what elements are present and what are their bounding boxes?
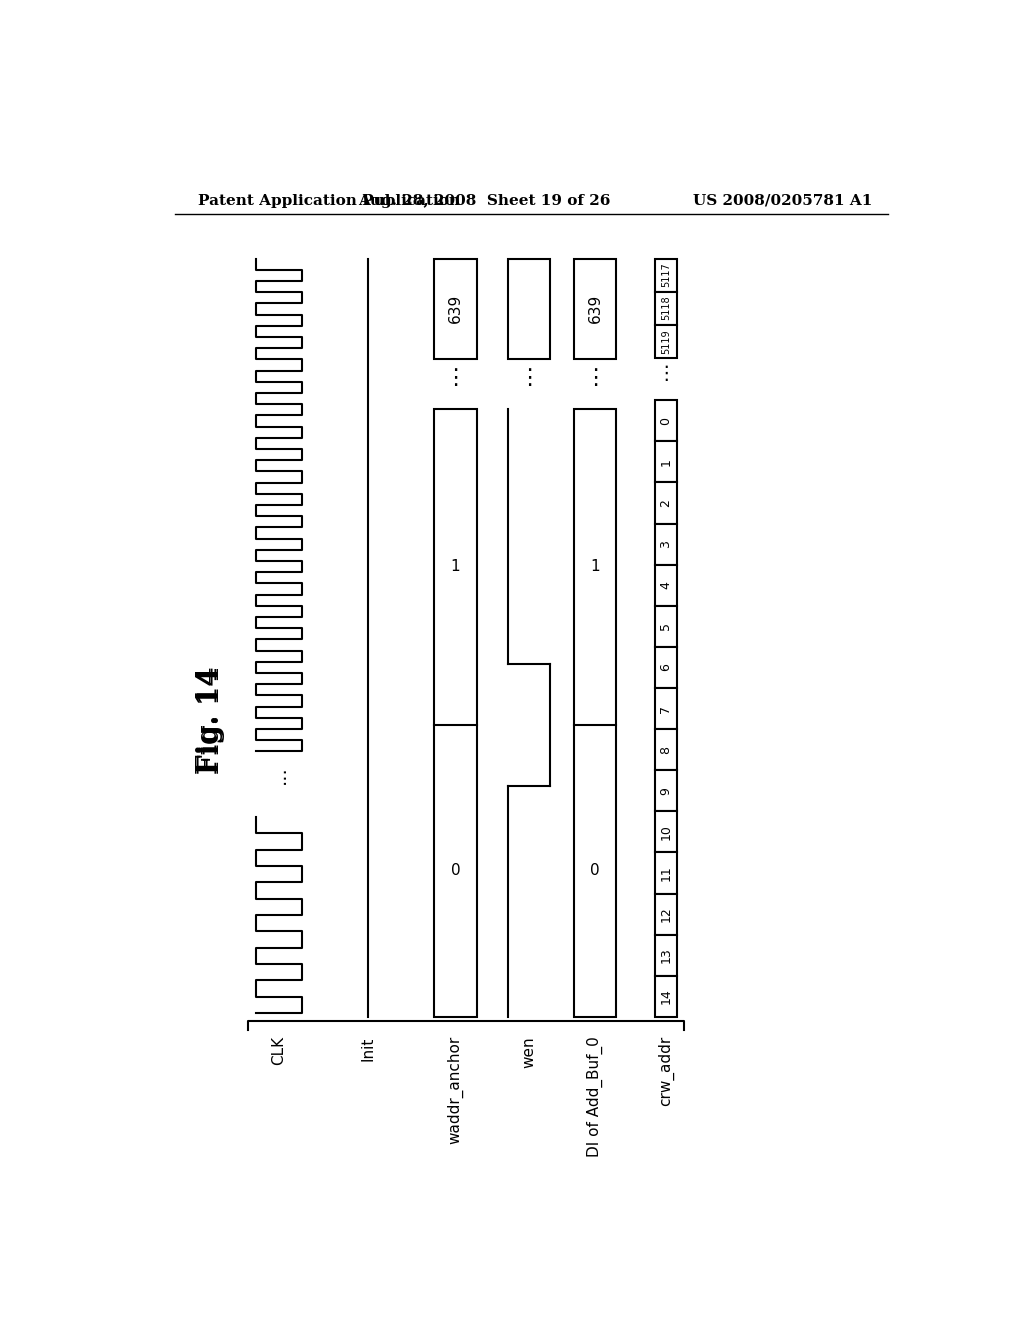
Text: 9: 9 (659, 787, 673, 795)
Bar (655, 935, 677, 975)
Bar (508, 259, 550, 359)
Text: ⋮: ⋮ (444, 368, 467, 388)
Text: Init: Init (360, 1036, 376, 1060)
Bar (573, 259, 616, 359)
Text: waddr_anchor: waddr_anchor (447, 1036, 464, 1144)
Text: 8: 8 (659, 746, 673, 754)
Bar (655, 853, 677, 894)
Bar (573, 409, 616, 1016)
Bar (434, 409, 477, 1016)
Text: 0: 0 (659, 417, 673, 425)
Text: Fig. 14: Fig. 14 (196, 667, 223, 775)
Text: Fig. 14: Fig. 14 (199, 667, 225, 775)
Bar (655, 647, 677, 688)
Bar (655, 688, 677, 729)
Text: DI of Add_Buf_0: DI of Add_Buf_0 (587, 1036, 603, 1156)
Text: 5119: 5119 (660, 329, 671, 354)
Text: wen: wen (521, 1036, 537, 1068)
Text: 639: 639 (588, 294, 602, 323)
Text: 3: 3 (659, 540, 673, 548)
Text: 1: 1 (590, 560, 600, 574)
Text: 0: 0 (590, 863, 600, 878)
Text: 13: 13 (659, 948, 673, 964)
Text: 2: 2 (659, 499, 673, 507)
Text: ...: ... (269, 766, 289, 784)
Text: 4: 4 (659, 581, 673, 589)
Text: 11: 11 (659, 865, 673, 880)
Bar (655, 524, 677, 565)
Bar (655, 894, 677, 935)
Text: Patent Application Publication: Patent Application Publication (198, 194, 460, 207)
Text: crw_addr: crw_addr (657, 1036, 674, 1106)
Bar (655, 400, 677, 441)
Text: 14: 14 (659, 989, 673, 1005)
Text: Aug. 28, 2008  Sheet 19 of 26: Aug. 28, 2008 Sheet 19 of 26 (358, 194, 610, 207)
Text: 639: 639 (447, 294, 463, 323)
Text: ⋮: ⋮ (584, 368, 606, 388)
Text: US 2008/0205781 A1: US 2008/0205781 A1 (692, 194, 872, 207)
Bar (655, 565, 677, 606)
Text: ⋮: ⋮ (518, 368, 541, 388)
Text: 1: 1 (659, 458, 673, 466)
Text: 12: 12 (659, 907, 673, 923)
Bar (655, 975, 677, 1016)
Bar (655, 482, 677, 524)
Text: 6: 6 (659, 664, 673, 672)
Text: 7: 7 (659, 705, 673, 713)
Text: 5118: 5118 (660, 296, 671, 321)
Bar (655, 729, 677, 771)
Text: 10: 10 (659, 824, 673, 840)
Text: CLK: CLK (271, 1036, 287, 1065)
Text: ⋮: ⋮ (656, 364, 676, 383)
Text: 1: 1 (451, 560, 460, 574)
Bar (434, 259, 477, 359)
Bar (655, 292, 677, 325)
Bar (655, 606, 677, 647)
Bar (655, 325, 677, 358)
Bar (655, 441, 677, 482)
Text: 0: 0 (451, 863, 460, 878)
Bar (655, 812, 677, 853)
Bar (655, 771, 677, 812)
Bar (655, 259, 677, 292)
Text: 5117: 5117 (660, 263, 671, 288)
Text: 5: 5 (659, 622, 673, 631)
